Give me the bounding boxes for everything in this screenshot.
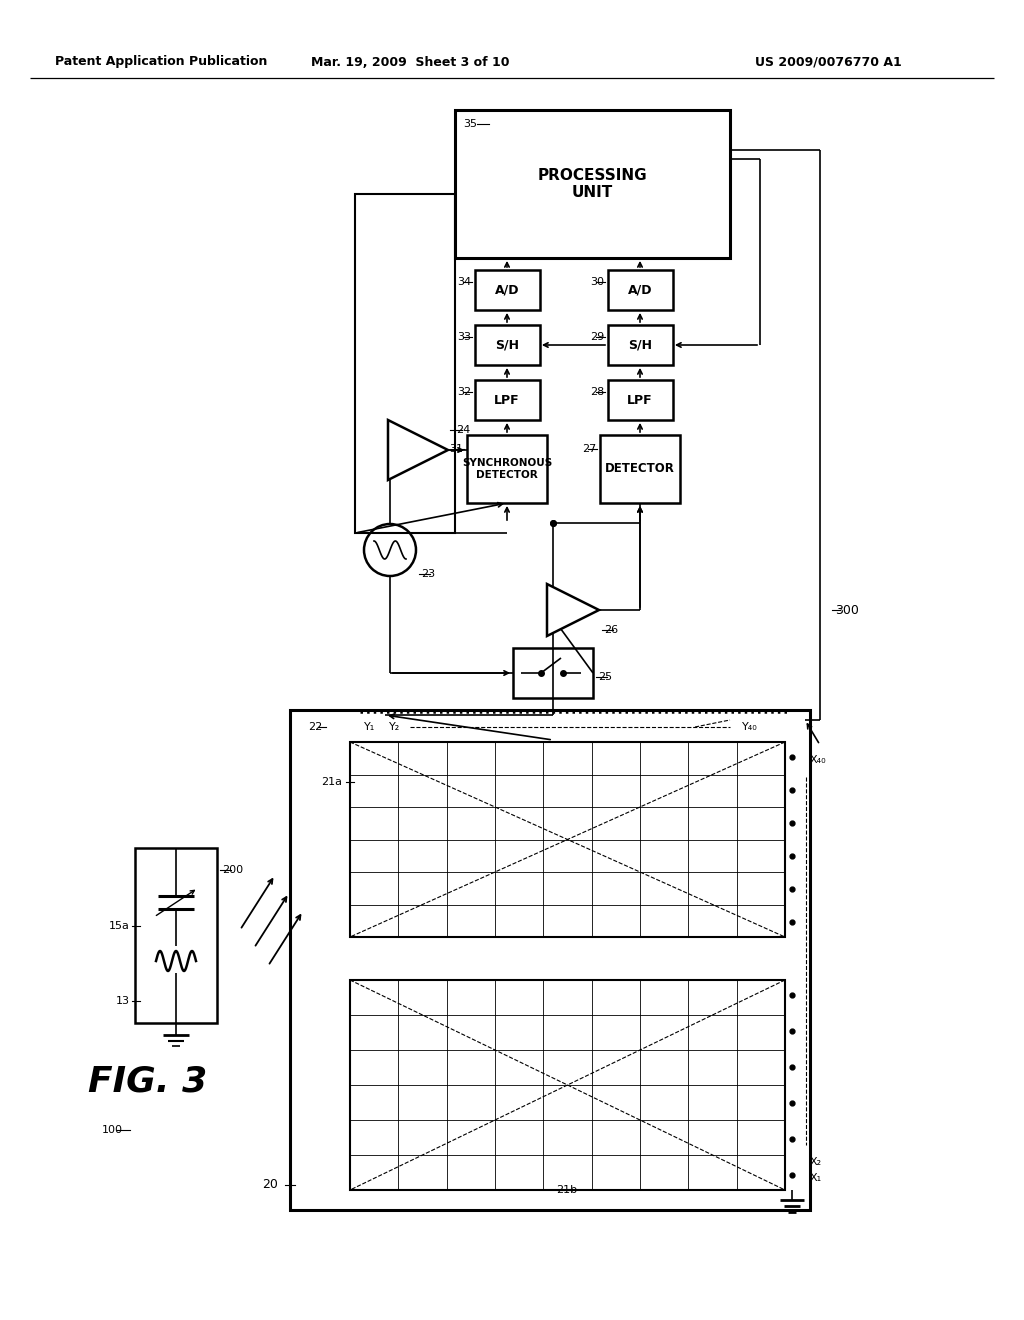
- Text: S/H: S/H: [495, 338, 519, 351]
- Text: 21b: 21b: [556, 1185, 578, 1195]
- Bar: [355, 194, 455, 533]
- Bar: [513, 648, 593, 698]
- Text: 27: 27: [582, 444, 596, 454]
- Bar: [350, 742, 785, 937]
- Text: US 2009/0076770 A1: US 2009/0076770 A1: [755, 55, 902, 69]
- Text: FIG. 3: FIG. 3: [88, 1065, 207, 1100]
- Text: X₁: X₁: [810, 1173, 822, 1183]
- Text: 29: 29: [590, 333, 604, 342]
- Bar: [467, 436, 547, 503]
- Text: 34: 34: [457, 277, 471, 286]
- Text: Patent Application Publication: Patent Application Publication: [55, 55, 267, 69]
- Text: 21a: 21a: [321, 777, 342, 787]
- Text: 24: 24: [456, 425, 470, 436]
- Bar: [608, 271, 673, 310]
- Text: 15a: 15a: [110, 921, 130, 931]
- Bar: [475, 271, 540, 310]
- Bar: [455, 110, 730, 257]
- Text: LPF: LPF: [627, 393, 653, 407]
- Text: 35: 35: [463, 119, 477, 129]
- Text: X₄₀: X₄₀: [810, 755, 826, 766]
- Text: 13: 13: [116, 997, 130, 1006]
- Text: Y₂: Y₂: [389, 722, 400, 733]
- Bar: [608, 325, 673, 366]
- Text: 22: 22: [308, 722, 323, 733]
- Bar: [350, 979, 785, 1191]
- Text: SYNCHRONOUS
DETECTOR: SYNCHRONOUS DETECTOR: [462, 458, 552, 479]
- Polygon shape: [388, 420, 449, 480]
- Text: Mar. 19, 2009  Sheet 3 of 10: Mar. 19, 2009 Sheet 3 of 10: [310, 55, 509, 69]
- Bar: [475, 325, 540, 366]
- Polygon shape: [547, 583, 599, 636]
- Bar: [608, 380, 673, 420]
- Text: S/H: S/H: [628, 338, 652, 351]
- Text: 33: 33: [457, 333, 471, 342]
- Text: 31: 31: [449, 444, 463, 454]
- Text: 20: 20: [262, 1179, 278, 1192]
- Text: 32: 32: [457, 387, 471, 397]
- Text: DETECTOR: DETECTOR: [605, 462, 675, 475]
- Bar: [135, 847, 217, 1023]
- Text: X₂: X₂: [810, 1158, 822, 1167]
- Text: 23: 23: [421, 569, 435, 579]
- Text: 25: 25: [598, 672, 612, 682]
- Text: 26: 26: [604, 624, 618, 635]
- Text: A/D: A/D: [495, 284, 519, 297]
- Bar: [290, 710, 810, 1210]
- Text: 200: 200: [222, 865, 243, 875]
- Text: Y₄₀: Y₄₀: [742, 722, 758, 733]
- Text: Y₁: Y₁: [365, 722, 376, 733]
- Bar: [475, 380, 540, 420]
- Text: LPF: LPF: [495, 393, 520, 407]
- Text: 300: 300: [835, 603, 859, 616]
- Text: 28: 28: [590, 387, 604, 397]
- Bar: [600, 436, 680, 503]
- Text: 100: 100: [102, 1125, 123, 1135]
- Text: PROCESSING
UNIT: PROCESSING UNIT: [538, 168, 647, 201]
- Text: A/D: A/D: [628, 284, 652, 297]
- Text: 30: 30: [590, 277, 604, 286]
